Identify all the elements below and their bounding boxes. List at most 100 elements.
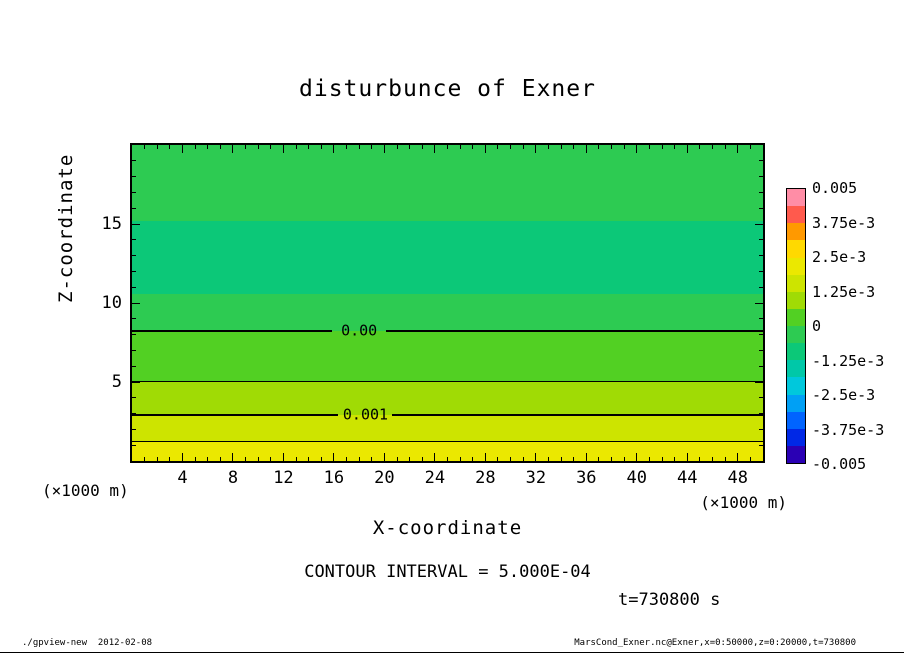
x-tick-label: 16: [323, 468, 345, 488]
contour-line-segment: [132, 381, 763, 383]
y-minor-tick: [759, 428, 763, 430]
x-major-tick: [636, 453, 638, 461]
y-minor-tick: [759, 286, 763, 288]
x-minor-tick: [320, 457, 322, 461]
colorbar-segment: [787, 445, 805, 463]
chart-title: disturbunce of Exner: [299, 76, 596, 102]
x-minor-tick: [396, 457, 398, 461]
x-minor-tick: [560, 145, 562, 149]
colorbar-segment: [787, 257, 805, 275]
y-minor-tick: [132, 334, 136, 336]
x-minor-tick: [295, 457, 297, 461]
x-minor-tick: [459, 457, 461, 461]
colorbar-label: 0.005: [812, 179, 858, 197]
x-minor-tick: [573, 145, 575, 149]
x-minor-tick: [699, 145, 701, 149]
x-minor-tick: [144, 457, 146, 461]
y-minor-tick: [759, 207, 763, 209]
x-tick-label: 44: [677, 468, 698, 488]
x-tick-label: 28: [475, 468, 496, 488]
y-minor-tick: [759, 191, 763, 193]
x-minor-tick: [547, 457, 549, 461]
y-major-tick: [132, 302, 140, 304]
y-minor-tick: [132, 428, 136, 430]
y-minor-tick: [759, 349, 763, 351]
y-minor-tick: [132, 397, 136, 399]
contour-line-segment: [132, 414, 339, 417]
y-minor-tick: [759, 413, 763, 415]
colorbar-label: 2.5e-3: [812, 248, 867, 266]
contour-line-segment: [386, 330, 763, 333]
x-major-tick: [383, 453, 385, 461]
y-minor-tick: [759, 239, 763, 241]
colorbar-segment: [787, 360, 805, 378]
x-minor-tick: [409, 145, 411, 149]
x-minor-tick: [409, 457, 411, 461]
x-minor-tick: [421, 457, 423, 461]
x-minor-tick: [245, 145, 247, 149]
x-major-tick: [585, 145, 587, 153]
colorbar-labels: 0.005 3.75e-3 2.5e-3 1.25e-3 0 -1.25e-3 -2.5e-…: [812, 179, 896, 473]
colorbar-label: -1.25e-3: [812, 351, 885, 370]
x-tick-label: 20: [374, 468, 395, 488]
x-minor-tick: [447, 145, 448, 149]
x-major-tick: [181, 145, 183, 153]
colorbar-label: -2.5e-3: [812, 386, 876, 404]
y-major-tick: [132, 223, 140, 225]
colorbar-segment: [787, 206, 805, 224]
y-minor-tick: [132, 286, 136, 288]
y-minor-tick: [132, 255, 136, 257]
y-minor-tick: [759, 160, 763, 162]
x-major-tick: [333, 453, 335, 461]
x-major-tick: [484, 145, 486, 153]
y-minor-tick: [132, 318, 136, 320]
x-minor-tick: [648, 457, 650, 461]
bottom-rule: [0, 652, 904, 653]
fill-band: [132, 381, 763, 416]
x-minor-tick: [712, 457, 714, 461]
contour-label: 0.001: [342, 405, 389, 424]
x-minor-tick: [611, 145, 613, 149]
x-major-tick: [535, 453, 537, 461]
x-minor-tick: [346, 457, 348, 461]
x-minor-tick: [560, 457, 562, 461]
colorbar-segment: [787, 240, 805, 258]
x-major-tick: [636, 145, 638, 153]
y-minor-tick: [132, 413, 136, 415]
x-tick-label: 12: [273, 468, 294, 488]
y-major-tick: [755, 302, 763, 304]
colorbar-segment: [787, 411, 805, 429]
y-minor-tick: [132, 365, 136, 367]
fill-band: [132, 415, 763, 442]
x-tick-labels: 4 8 12 16 20 24 28 32 36 40 44 48: [132, 468, 763, 488]
x-major-tick: [484, 453, 486, 461]
x-axis-label: X-coordinate: [372, 517, 523, 539]
y-minor-tick: [759, 444, 763, 446]
x-unit-right: (×1000 m): [700, 493, 787, 512]
x-major-tick: [282, 453, 284, 461]
footer-source: MarsCond_Exner.nc@Exner,x=0:50000,z=0:20…: [574, 638, 856, 648]
colorbar-segment: [787, 394, 805, 412]
x-major-tick: [535, 145, 537, 153]
x-minor-tick: [447, 457, 448, 461]
x-minor-tick: [371, 145, 373, 149]
x-minor-tick: [295, 145, 297, 149]
x-unit-left: (×1000 m): [42, 481, 129, 500]
colorbar-segment: [787, 189, 805, 207]
x-minor-tick: [358, 457, 360, 461]
x-major-tick: [181, 453, 183, 461]
y-minor-tick: [759, 334, 763, 336]
x-minor-tick: [156, 145, 158, 149]
y-minor-tick: [759, 365, 763, 367]
colorbar-label: 3.75e-3: [812, 213, 876, 232]
x-minor-tick: [611, 457, 613, 461]
x-major-tick: [737, 145, 739, 153]
x-minor-tick: [724, 145, 726, 149]
fill-band: [132, 220, 763, 295]
contour-line-segment: [132, 441, 763, 443]
x-minor-tick: [346, 145, 348, 149]
y-tick-label: 10: [101, 293, 122, 313]
x-minor-tick: [245, 457, 247, 461]
x-minor-tick: [497, 145, 499, 149]
y-minor-tick: [759, 176, 763, 178]
